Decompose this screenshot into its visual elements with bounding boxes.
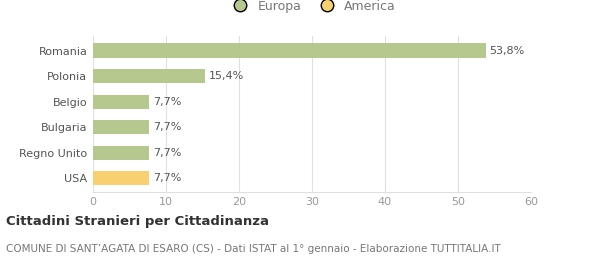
Bar <box>93 69 205 83</box>
Text: Cittadini Stranieri per Cittadinanza: Cittadini Stranieri per Cittadinanza <box>6 215 269 228</box>
Legend: Europa, America: Europa, America <box>224 0 400 16</box>
Text: COMUNE DI SANT’AGATA DI ESARO (CS) - Dati ISTAT al 1° gennaio - Elaborazione TUT: COMUNE DI SANT’AGATA DI ESARO (CS) - Dat… <box>6 244 501 254</box>
Bar <box>93 95 149 109</box>
Bar <box>93 171 149 185</box>
Text: 53,8%: 53,8% <box>490 46 524 56</box>
Text: 7,7%: 7,7% <box>153 148 181 158</box>
Text: 7,7%: 7,7% <box>153 97 181 107</box>
Bar <box>93 146 149 160</box>
Text: 7,7%: 7,7% <box>153 122 181 132</box>
Text: 15,4%: 15,4% <box>209 71 244 81</box>
Bar <box>93 120 149 134</box>
Text: 7,7%: 7,7% <box>153 173 181 183</box>
Bar <box>93 43 486 57</box>
